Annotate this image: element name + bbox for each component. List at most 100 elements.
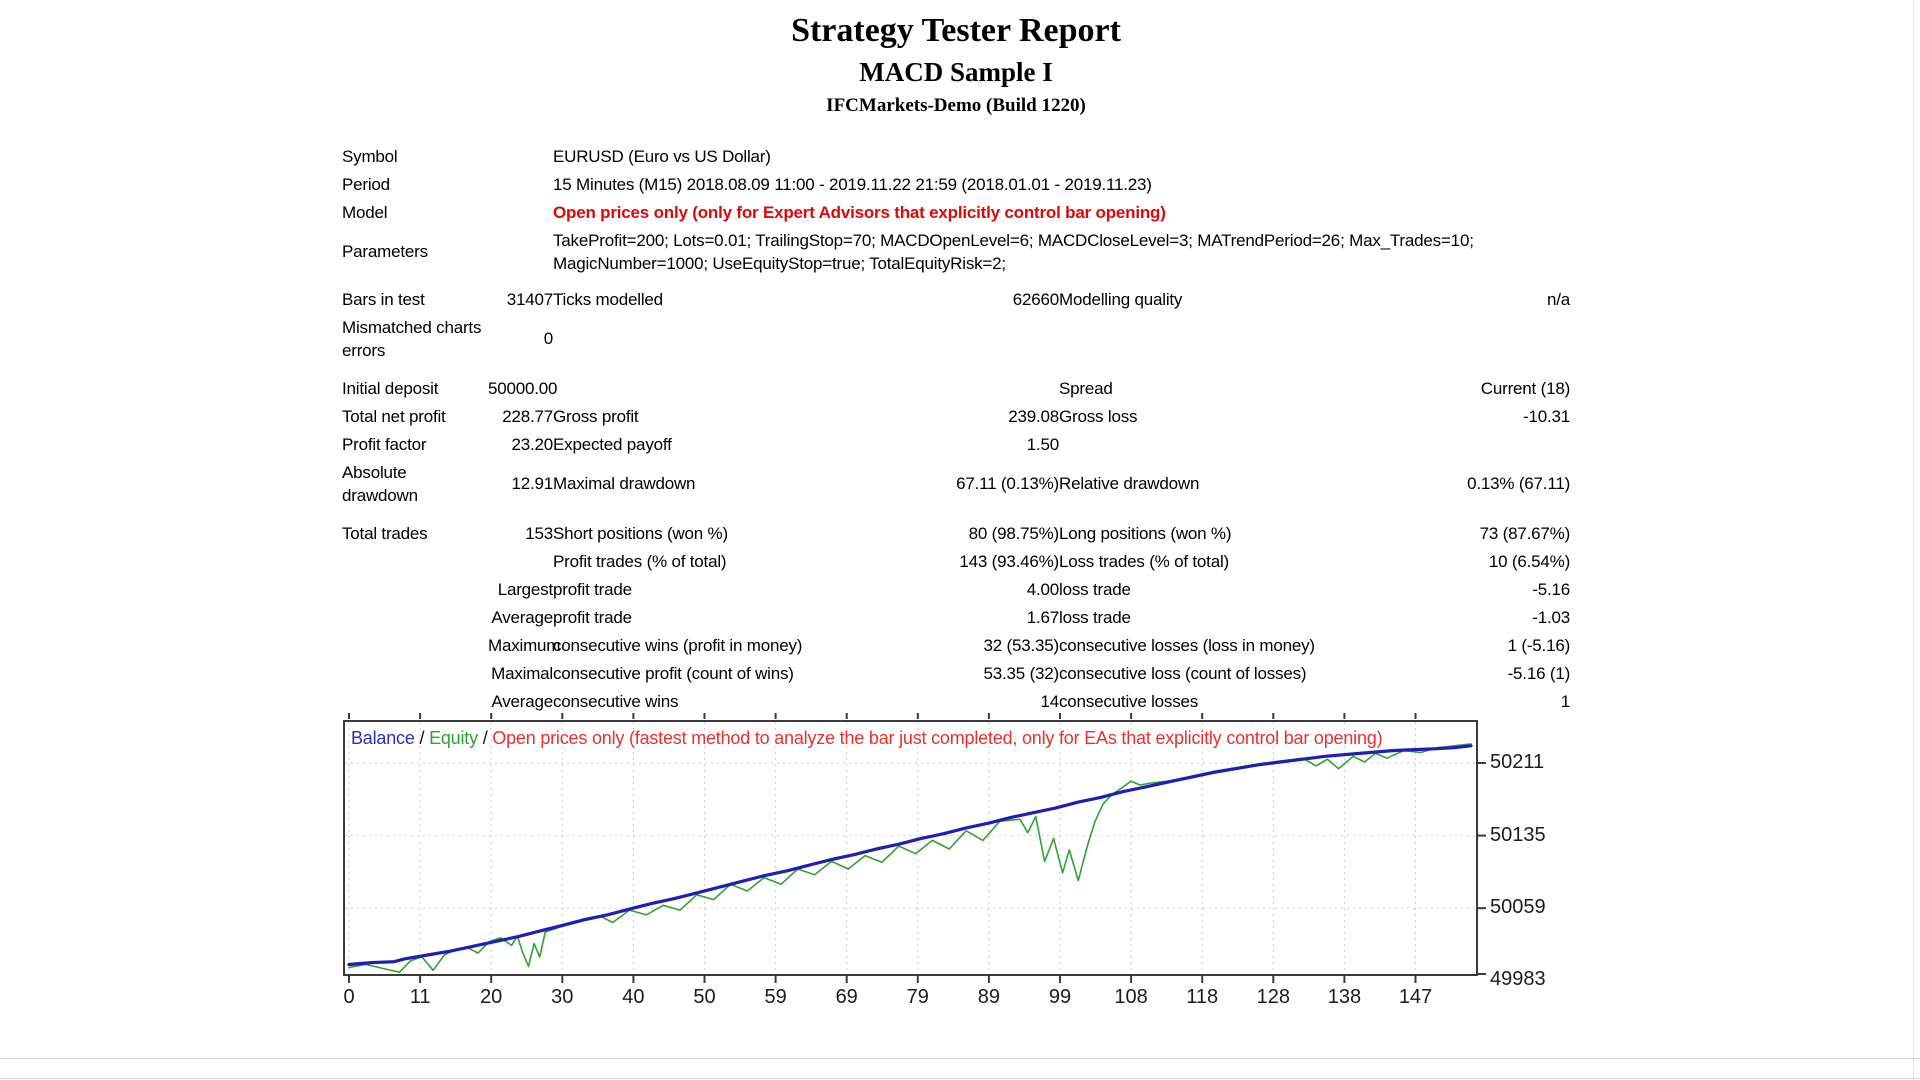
legend-balance-label: Balance — [351, 728, 415, 748]
expected-payoff-label: Expected payoff — [553, 434, 672, 454]
maximal-qualifier: Maximal — [491, 663, 553, 683]
long-positions-value: 73 (87.67%) — [1479, 523, 1571, 543]
y-tick-label: 49983 — [1490, 968, 1546, 990]
avg-consecutive-losses-label: consecutive losses — [1059, 691, 1199, 711]
modelling-quality-value: n/a — [1547, 289, 1571, 309]
max-consecutive-losses-label: consecutive losses (loss in money) — [1059, 635, 1315, 655]
spacer — [342, 277, 1570, 285]
y-tick-label: 50211 — [1490, 750, 1545, 773]
expected-payoff-value: 1.50 — [1026, 434, 1059, 454]
maximal-drawdown-label: Maximal drawdown — [553, 474, 696, 493]
average-profit-trade-value: 1.67 — [1026, 607, 1059, 627]
row-drawdown: Absolute drawdown 12.91 Maximal drawdown… — [342, 458, 1570, 509]
row-profit-trades: Profit trades (% of total) 143 (93.46%) … — [342, 547, 1570, 575]
chart-border — [343, 720, 1478, 976]
symbol-value: EURUSD (Euro vs US Dollar) — [553, 146, 771, 166]
empty-cell — [342, 659, 488, 687]
row-parameters: Parameters TakeProfit=200; Lots=0.01; Tr… — [342, 226, 1570, 277]
bars-in-test-value: 31407 — [506, 289, 553, 309]
absolute-drawdown-value: 12.91 — [511, 474, 553, 493]
mismatched-errors-label: Mismatched charts errors — [342, 317, 482, 360]
trades-table-header-border — [0, 1078, 1920, 1079]
trades-table-top-border — [0, 1058, 1920, 1059]
largest-profit-trade-value: 4.00 — [1026, 579, 1059, 599]
x-tick-label: 30 — [551, 986, 574, 1008]
average-consecutive-qualifier: Average — [491, 691, 553, 711]
absolute-drawdown-label: Absolute drawdown — [342, 458, 488, 509]
empty-cell — [879, 313, 1059, 364]
empty-cell — [342, 687, 488, 715]
legend-separator: / — [414, 728, 430, 748]
row-period: Period 15 Minutes (M15) 2018.08.09 11:00… — [342, 170, 1570, 198]
initial-deposit-value: 50000.00 — [488, 378, 558, 398]
max-consecutive-wins-value: 32 (53.35) — [983, 635, 1060, 655]
maximal-drawdown-value: 67.11 (0.13%) — [956, 474, 1059, 493]
x-tick-label: 89 — [977, 986, 1001, 1008]
x-tick-label: 50 — [693, 986, 716, 1008]
spacer — [342, 364, 1570, 374]
parameters-label: Parameters — [342, 242, 428, 261]
row-symbol: Symbol EURUSD (Euro vs US Dollar) — [342, 142, 1570, 170]
strategy-tester-report: Strategy Tester Report MACD Sample I IFC… — [342, 12, 1570, 1030]
row-average-consecutive: Average consecutive wins 14 consecutive … — [342, 687, 1570, 715]
spread-label: Spread — [1059, 378, 1113, 398]
average-loss-trade-label: loss trade — [1059, 607, 1131, 627]
empty-cell — [342, 631, 488, 659]
model-value: Open prices only (only for Expert Adviso… — [553, 202, 1166, 222]
x-tick-label: 108 — [1114, 986, 1148, 1008]
x-tick-label: 128 — [1256, 986, 1290, 1008]
page-right-edge-line — [1913, 0, 1914, 1080]
largest-loss-trade-label: loss trade — [1059, 579, 1131, 599]
period-value: 15 Minutes (M15) 2018.08.09 11:00 - 2019… — [553, 174, 1152, 194]
avg-consecutive-wins-label: consecutive wins — [553, 691, 679, 711]
profit-factor-label: Profit factor — [342, 434, 427, 454]
row-mismatched: Mismatched charts errors 0 — [342, 313, 1570, 364]
profit-factor-value: 23.20 — [511, 434, 553, 454]
empty-cell — [1059, 313, 1389, 364]
relative-drawdown-label: Relative drawdown — [1059, 474, 1200, 493]
empty-cell — [1389, 430, 1570, 458]
bars-in-test-label: Bars in test — [342, 289, 425, 309]
gross-profit-label: Gross profit — [553, 406, 639, 426]
row-average-trade: Average profit trade 1.67 loss trade -1.… — [342, 603, 1570, 631]
page-title: Strategy Tester Report — [791, 12, 1121, 49]
stats-table: Symbol EURUSD (Euro vs US Dollar) Period… — [342, 142, 1570, 715]
gross-profit-value: 239.08 — [1008, 406, 1059, 426]
row-model: Model Open prices only (only for Expert … — [342, 198, 1570, 226]
average-loss-trade-value: -1.03 — [1532, 607, 1571, 627]
spread-value: Current (18) — [1480, 378, 1571, 398]
total-trades-label: Total trades — [342, 523, 428, 543]
total-net-profit-label: Total net profit — [342, 406, 446, 426]
maximal-consecutive-profit-label: consecutive profit (count of wins) — [553, 663, 794, 683]
empty-cell — [488, 170, 553, 198]
x-tick-label: 69 — [835, 986, 858, 1008]
mismatched-errors-value: 0 — [543, 329, 553, 348]
empty-cell — [488, 226, 553, 277]
avg-consecutive-wins-value: 14 — [1040, 691, 1059, 711]
row-initial-deposit: Initial deposit 50000.00 Spread Current … — [342, 374, 1570, 402]
largest-qualifier: Largest — [497, 579, 554, 599]
chart-legend-text: Balance / Equity / Open prices only (fas… — [351, 728, 1383, 749]
short-positions-label: Short positions (won %) — [553, 523, 728, 543]
x-tick-label: 0 — [343, 986, 355, 1008]
row-maximum-consecutive: Maximum consecutive wins (profit in mone… — [342, 631, 1570, 659]
model-label: Model — [342, 202, 388, 222]
balance-line — [347, 744, 1473, 967]
report-header: Strategy Tester Report MACD Sample I IFC… — [342, 12, 1570, 117]
empty-cell — [553, 374, 879, 402]
average-qualifier: Average — [491, 607, 553, 627]
empty-cell — [1059, 430, 1389, 458]
long-positions-label: Long positions (won %) — [1059, 523, 1232, 543]
spacer — [342, 509, 1570, 519]
maximal-consecutive-loss-value: -5.16 (1) — [1507, 663, 1571, 683]
maximal-consecutive-profit-value: 53.35 (32) — [983, 663, 1060, 683]
x-tick-label: 59 — [764, 986, 787, 1008]
empty-cell — [553, 313, 879, 364]
chart-legend: Balance / Equity / Open prices only (fas… — [345, 722, 1476, 752]
empty-cell — [342, 603, 488, 631]
ticks-modelled-label: Ticks modelled — [553, 289, 663, 309]
x-tick-label: 138 — [1327, 986, 1362, 1008]
max-consecutive-wins-label: consecutive wins (profit in money) — [553, 635, 803, 655]
relative-drawdown-value: 0.13% (67.11) — [1467, 474, 1571, 493]
row-maximal-consecutive: Maximal consecutive profit (count of win… — [342, 659, 1570, 687]
